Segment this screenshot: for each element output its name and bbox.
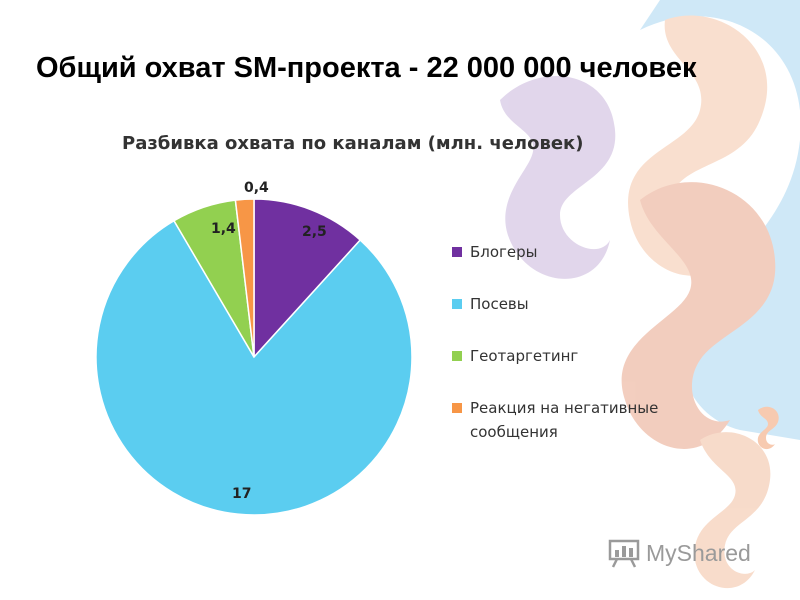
legend-item-seeding: Посевы [452,292,692,316]
legend-label-seeding: Посевы [470,295,529,313]
legend-swatch-bloggers [452,247,462,257]
swirl-peach-low [694,432,771,589]
data-label-geotargeting: 1,4 [211,221,236,237]
data-label-bloggers: 2,5 [302,224,327,240]
presentation-board-icon [608,539,640,568]
legend-swatch-geotargeting [452,351,462,361]
data-label-seeding: 17 [232,486,251,502]
chart-title: Разбивка охвата по каналам (млн. человек… [122,133,584,154]
chart-legend: Блогеры Посевы Геотаргетинг Реакция на н… [452,240,692,472]
legend-item-negative-reaction: Реакция на негативные сообщения [452,396,692,444]
legend-item-geotargeting: Геотаргетинг [452,344,692,368]
pie-slice-bloggers [253,198,362,359]
watermark-text: MyShared [646,539,751,566]
data-label-negative-reaction: 0,4 [244,180,269,196]
pie-slice-negative-reaction [234,198,255,358]
legend-label-geotargeting: Геотаргетинг [470,347,579,365]
legend-label-bloggers: Блогеры [470,243,538,261]
pie-slice-seeding [95,219,413,516]
swirl-salmon [621,182,776,449]
legend-swatch-negative-reaction [452,403,462,413]
legend-label-negative-reaction: Реакция на негативные сообщения [470,399,659,441]
legend-swatch-seeding [452,299,462,309]
swirl-orange-small [757,406,779,450]
watermark: MyShared [608,538,751,568]
swirl-blue [640,0,800,440]
swirl-lilac [500,76,616,279]
slide-title: Общий охват SM-проекта - 22 000 000 чело… [36,52,697,84]
legend-item-bloggers: Блогеры [452,240,692,264]
